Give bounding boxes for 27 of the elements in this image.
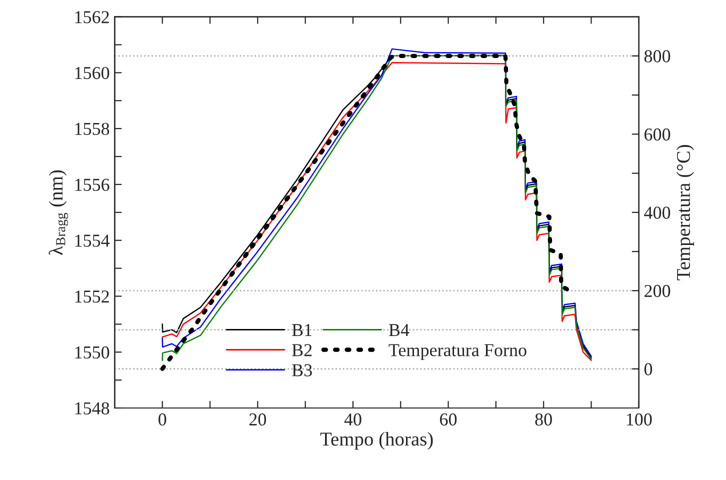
x-tick-label: 20	[249, 413, 266, 426]
x-tick-label: 60	[440, 413, 457, 426]
y-tick-label: 1548	[75, 402, 110, 414]
x-axis-title: Tempo (horas)	[320, 432, 433, 450]
x-tick-label: 100	[626, 413, 652, 426]
legend-label: B4	[388, 324, 410, 336]
y-tick-label: 1562	[75, 11, 109, 24]
legend-label: B3	[292, 364, 312, 376]
y2-tick-label: 600	[644, 128, 670, 141]
y-tick-label: 1554	[75, 234, 110, 247]
legend-label: B2	[292, 344, 312, 356]
y-tick-label: 1556	[75, 178, 110, 191]
y-tick-label: 1560	[75, 66, 110, 80]
y-axis-title: λ$_{Bragg}$ (nm)	[48, 170, 68, 255]
x-tick-label: 80	[535, 413, 552, 426]
y-tick-label: 1552	[75, 290, 109, 303]
x-tick-label: 40	[344, 413, 362, 426]
x-tick-label: 0	[158, 413, 166, 426]
y2-tick-label: 0	[644, 363, 652, 376]
legend-label: Temperatura Forno	[388, 344, 526, 360]
y-tick-label: 1550	[75, 346, 110, 359]
y2-tick-label: 400	[644, 206, 670, 219]
legend-label: B1	[292, 324, 312, 336]
y2-axis-title: Temperatura (°C)	[676, 144, 694, 280]
y-tick-label: 1558	[75, 122, 110, 136]
y2-tick-label: 200	[644, 284, 670, 298]
y2-tick-label: 800	[644, 50, 670, 62]
